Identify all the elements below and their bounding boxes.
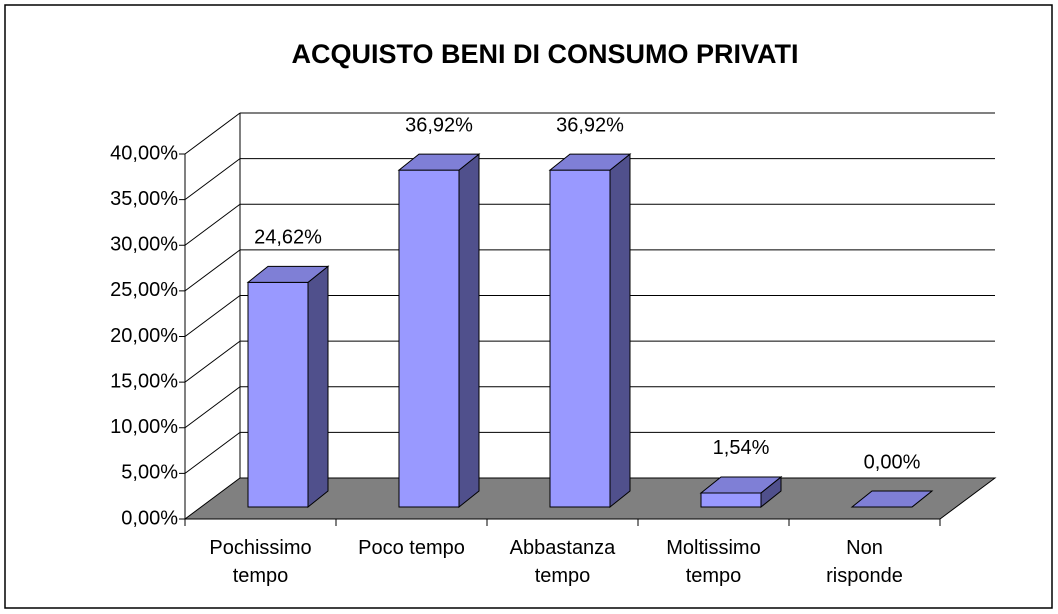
bar-side — [307, 265, 329, 509]
bar-side — [458, 153, 480, 509]
grid-side-line — [184, 386, 241, 429]
grid-side-line — [184, 249, 241, 292]
chart-title: ACQUISTO BENI DI CONSUMO PRIVATI — [291, 39, 798, 69]
bar-top — [548, 153, 632, 171]
y-tick-label: 40,00% — [110, 142, 178, 164]
y-tick-label: 20,00% — [110, 325, 178, 347]
bar-top — [699, 476, 783, 494]
bar — [700, 492, 762, 508]
bar — [247, 281, 309, 508]
y-tick-label: 0,00% — [121, 507, 178, 529]
y-tick-label: 35,00% — [110, 188, 178, 210]
grid-side-line — [184, 340, 241, 383]
x-tick-label: Abbastanza tempo — [509, 537, 616, 587]
bar — [398, 169, 460, 508]
grid-side-line — [184, 295, 241, 337]
bar-top — [246, 265, 330, 283]
grid-side-line — [184, 203, 241, 246]
grid-side-line — [184, 158, 241, 201]
y-tick-label: 30,00% — [110, 234, 178, 256]
grid-side-line — [184, 431, 241, 474]
bar-side — [609, 153, 631, 509]
bar-top — [397, 153, 481, 171]
y-tick-label: 5,00% — [121, 462, 178, 484]
data-label: 36,92% — [556, 114, 624, 136]
bar — [549, 169, 611, 508]
x-tick-label: Pochissimo tempo — [209, 537, 312, 587]
y-tick-label: 10,00% — [110, 416, 178, 438]
bar-top — [850, 490, 934, 508]
data-label: 0,00% — [864, 451, 921, 473]
data-label: 24,62% — [254, 227, 322, 249]
x-tick-label: Moltissimo tempo — [666, 537, 761, 587]
y-tick-label: 15,00% — [110, 370, 178, 392]
x-tick-label: Non risponde — [826, 537, 903, 587]
grid-side-line — [184, 112, 241, 155]
y-tick-label: 25,00% — [110, 279, 178, 301]
data-label: 1,54% — [713, 437, 770, 459]
x-tick-label: Poco tempo — [358, 537, 465, 559]
data-label: 36,92% — [405, 114, 473, 136]
